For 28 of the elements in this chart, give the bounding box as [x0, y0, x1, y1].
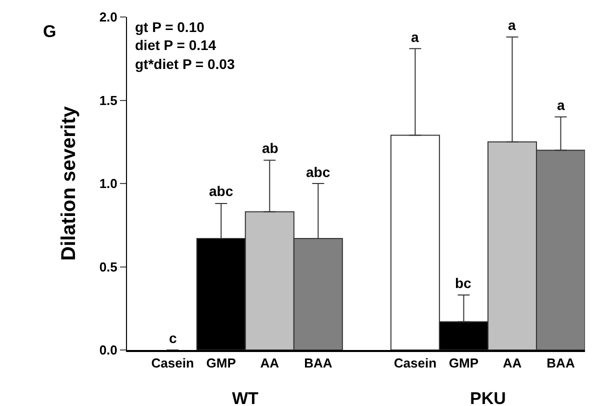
annotation: c	[169, 330, 177, 346]
annotation: abc	[209, 183, 234, 199]
annotation: diet P = 0.14	[135, 37, 216, 53]
x-tick-label: GMP	[206, 356, 236, 371]
x-tick-label: GMP	[448, 356, 479, 371]
annotation: bc	[455, 275, 472, 291]
x-tick-label: AA	[260, 356, 280, 371]
annotation: ab	[262, 140, 278, 156]
annotation: a	[557, 97, 565, 113]
text: PKU	[470, 389, 506, 406]
text: G	[43, 22, 56, 41]
x-tick-label: Casein	[394, 356, 437, 371]
x-tick-label: Casein	[151, 356, 194, 371]
y-tick-label: 1.5	[99, 92, 118, 108]
annotation: a	[411, 29, 419, 45]
annotation: gt P = 0.10	[135, 19, 205, 35]
annotation: gt*diet P = 0.03	[135, 56, 235, 72]
y-tick-label: 1.0	[99, 176, 118, 192]
y-axis-title: Dilation severity	[58, 105, 80, 261]
x-tick-label: AA	[502, 356, 522, 371]
y-tick-label: 0.5	[99, 259, 118, 274]
annotation: a	[508, 17, 516, 33]
annotation: abc	[306, 164, 330, 180]
y-tick-label: 2.0	[99, 10, 118, 25]
text: WT	[232, 389, 260, 406]
x-tick-label: BAA	[546, 356, 576, 371]
y-tick-label: 0.0	[99, 342, 118, 358]
x-tick-label: BAA	[304, 356, 333, 371]
